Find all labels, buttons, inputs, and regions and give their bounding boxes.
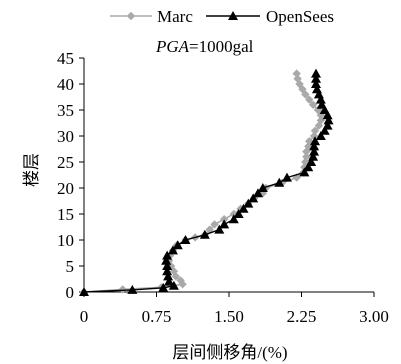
y-tick-label: 5	[66, 257, 75, 276]
legend-entry-opensees: OpenSees	[206, 7, 334, 26]
series-marc-point	[308, 100, 318, 109]
x-tick-label: 2.25	[287, 307, 317, 326]
series-marc-point	[210, 220, 219, 229]
series-opensees-point	[319, 105, 330, 114]
series-opensees-point	[322, 110, 333, 120]
series-layer	[79, 68, 334, 297]
legend-entry-marc: Marc	[110, 7, 193, 26]
series-opensees-point	[316, 99, 327, 109]
series-opensees-point	[310, 136, 321, 146]
pga-annotation-italic: PGA	[155, 37, 190, 56]
legend-label-marc: Marc	[157, 7, 193, 26]
series-marc-point	[176, 276, 185, 285]
y-tick-label: 30	[57, 127, 74, 146]
series-opensees-point	[282, 172, 292, 182]
series-opensees-point	[162, 261, 173, 270]
series-opensees-point	[162, 250, 173, 260]
series-marc-point	[316, 116, 326, 125]
series-marc-point	[310, 126, 320, 135]
series-marc-point	[166, 261, 176, 271]
series-opensees-point	[161, 255, 172, 265]
series-marc-point	[302, 152, 311, 161]
series-opensees-point	[238, 203, 249, 213]
series-opensees-point	[219, 219, 230, 229]
series-opensees-point	[168, 280, 179, 290]
y-tick-label: 45	[57, 49, 74, 68]
axes: 0 5 10 15 20 25 30 35 40 45 0 0.75 1.50 2.25 3.00	[57, 49, 389, 326]
series-marc-point	[118, 285, 127, 294]
series-marc-point	[292, 69, 301, 78]
series-opensees-point	[308, 151, 319, 161]
series-opensees-point	[303, 162, 314, 172]
series-opensees-point	[164, 276, 175, 286]
series-opensees-point	[214, 224, 225, 234]
series-opensees-point	[319, 125, 330, 135]
series-opensees	[79, 68, 334, 296]
series-opensees-point	[158, 282, 169, 292]
pga-annotation: PGA=1000gal	[155, 37, 254, 56]
series-marc-point	[219, 215, 229, 224]
series-marc-point	[301, 90, 310, 99]
y-axis-label: 楼层	[22, 153, 41, 187]
series-opensees-point	[311, 68, 321, 78]
series-opensees-point	[311, 79, 321, 88]
legend-marker-marc	[126, 11, 136, 21]
series-opensees-point	[315, 131, 326, 140]
series-opensees-point	[311, 73, 321, 83]
series-opensees-point	[315, 94, 326, 104]
series-marc-point	[293, 74, 302, 83]
series-opensees-point	[243, 198, 254, 208]
legend-label-opensees: OpenSees	[266, 7, 334, 26]
series-marc-point	[309, 131, 319, 141]
y-tick-label: 0	[66, 283, 75, 302]
series-opensees-point	[163, 271, 174, 281]
series-marc-point	[305, 95, 314, 104]
series-opensees-point	[167, 245, 178, 255]
series-opensees-point	[299, 167, 310, 177]
series-marc-point	[229, 209, 239, 219]
y-tick-label: 15	[57, 205, 74, 224]
series-marc-point	[301, 157, 310, 167]
series-opensees-point	[313, 89, 324, 99]
series-opensees-point	[162, 266, 173, 276]
series-opensees-point	[199, 229, 210, 239]
series-opensees-point	[306, 157, 317, 166]
series-opensees-point	[253, 188, 263, 198]
series-opensees-point	[228, 214, 239, 224]
y-tick-label: 35	[57, 101, 74, 120]
series-opensees-line	[83, 73, 330, 293]
y-tick-label: 20	[57, 179, 74, 198]
series-opensees-point	[274, 177, 285, 187]
y-tick-label: 25	[57, 153, 74, 172]
pga-annotation-rest: =1000gal	[189, 37, 254, 56]
series-opensees-point	[172, 240, 183, 250]
y-tick-label: 40	[57, 75, 74, 94]
series-opensees-point	[309, 146, 320, 156]
series-opensees-point	[127, 284, 138, 294]
x-tick-label: 1.50	[214, 307, 244, 326]
series-opensees-point	[323, 115, 334, 125]
series-opensees-point	[248, 193, 259, 203]
x-axis-label: 层间侧移角/(%)	[172, 343, 287, 362]
series-opensees-point	[233, 209, 244, 218]
y-tick-label: 10	[57, 231, 74, 250]
series-opensees-point	[257, 183, 268, 192]
x-tick-label: 0	[80, 307, 89, 326]
series-opensees-point	[79, 287, 89, 296]
series-opensees-point	[322, 120, 333, 130]
series-opensees-point	[180, 235, 191, 244]
series-opensees-point	[311, 84, 322, 94]
series-opensees-point	[309, 141, 320, 151]
x-tick-label: 3.00	[359, 307, 389, 326]
series-marc	[79, 69, 326, 297]
legend: Marc OpenSees	[110, 7, 334, 26]
legend-marker-opensees	[228, 11, 238, 20]
x-tick-label: 0.75	[142, 307, 172, 326]
